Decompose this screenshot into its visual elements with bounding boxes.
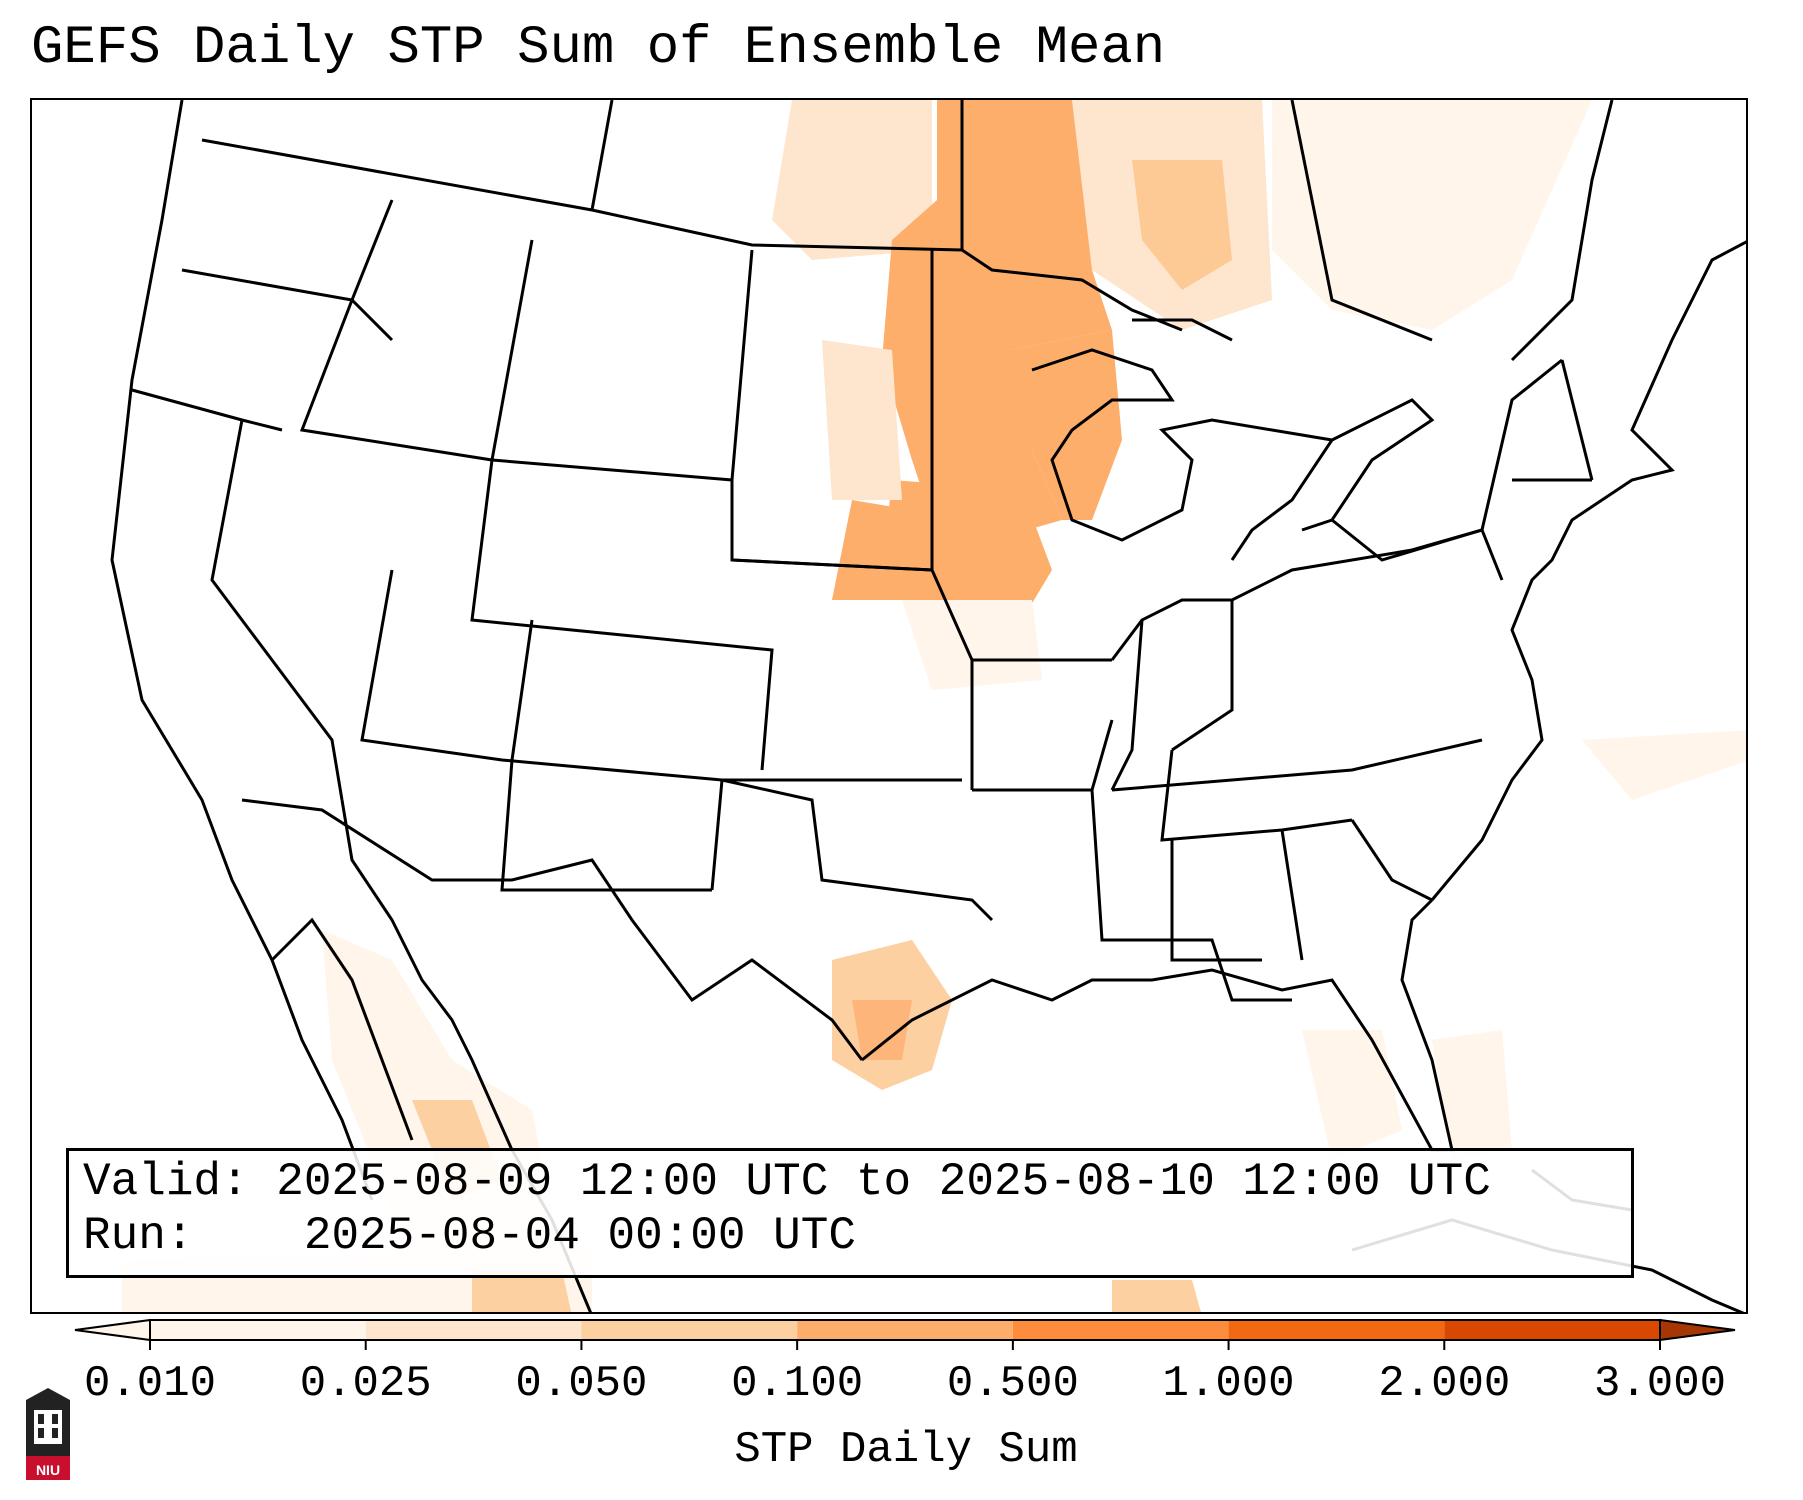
colorbar-segment: [150, 1320, 366, 1340]
colorbar-segment: [1444, 1320, 1660, 1340]
valid-label: Valid:: [83, 1156, 249, 1208]
colorbar-extend-high: [1659, 1318, 1736, 1342]
state-boundaries: [110, 100, 1746, 1312]
colorbar-extend-low: [74, 1318, 151, 1342]
map-canvas: [110, 100, 1746, 1312]
map-title: GEFS Daily STP Sum of Ensemble Mean: [31, 18, 1166, 79]
colorbar-segment: [365, 1320, 582, 1340]
colorbar-segment: [797, 1320, 1013, 1340]
colorbar-segment: [1012, 1320, 1229, 1340]
colorbar-tick-label: 2.000: [1378, 1359, 1511, 1409]
colorbar-tick-label: 0.100: [731, 1359, 864, 1409]
svg-text:NIU: NIU: [36, 1462, 60, 1478]
colorbar-tick-label: 1.000: [1162, 1359, 1295, 1409]
colorbar-tick-label: 0.050: [515, 1359, 648, 1409]
colorbar-outline: [149, 1319, 1661, 1341]
run-label: Run:: [83, 1210, 194, 1262]
map-panel: [30, 98, 1748, 1314]
valid-row: Valid: 2025-08-09 12:00 UTC to 2025-08-1…: [83, 1155, 1617, 1209]
colorbar-tick-label: 0.010: [83, 1359, 217, 1409]
stp-shading: [122, 100, 1746, 1312]
colorbar-svg: [74, 1318, 1736, 1350]
run-value: 2025-08-04 00:00 UTC: [303, 1210, 856, 1262]
colorbar: [0, 1310, 1803, 1370]
niu-logo: NIU: [26, 1388, 70, 1480]
colorbar-segment: [1228, 1320, 1445, 1340]
colorbar-tick-label: 0.500: [946, 1359, 1079, 1409]
colorbar-label: STP Daily Sum: [734, 1425, 1078, 1475]
valid-value: 2025-08-09 12:00 UTC to 2025-08-10 12:00…: [276, 1156, 1491, 1208]
valid-run-info: Valid: 2025-08-09 12:00 UTC to 2025-08-1…: [66, 1148, 1634, 1278]
colorbar-segment: [581, 1320, 798, 1340]
colorbar-tick-label: 3.000: [1593, 1359, 1727, 1409]
colorbar-tick-label: 0.025: [299, 1359, 432, 1409]
run-row: Run: 2025-08-04 00:00 UTC: [83, 1209, 1617, 1263]
